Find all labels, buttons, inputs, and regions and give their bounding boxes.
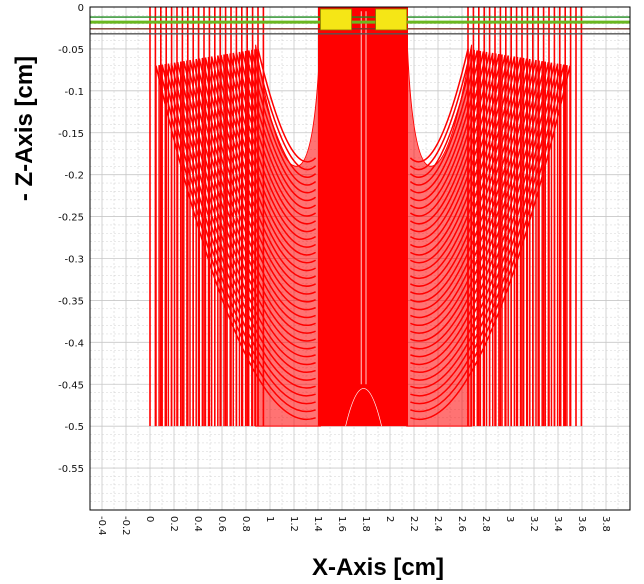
y-tick-label: -0.4 bbox=[64, 338, 84, 349]
center-bottom-arc bbox=[345, 388, 382, 427]
x-tick-label: 3.4 bbox=[552, 516, 563, 532]
x-tick-labels: -0.4 -0.2 0 0.2 0.4 0.6 0.8 1 1.2 1.4 1.6 1.8 2 2.2 2.… bbox=[96, 516, 611, 536]
x-tick-label: 0.6 bbox=[216, 516, 227, 532]
y-tick-label: -0.25 bbox=[58, 213, 84, 224]
central-field-band bbox=[318, 7, 408, 427]
x-tick-label: 2.2 bbox=[408, 516, 419, 532]
y-tick-label: -0.2 bbox=[64, 171, 84, 182]
y-tick-label: -0.15 bbox=[58, 129, 84, 140]
electrode bbox=[375, 8, 408, 31]
electrodes bbox=[319, 8, 408, 31]
x-axis-label: X-Axis [cm] bbox=[312, 554, 444, 581]
x-tick-label: 3.6 bbox=[576, 516, 587, 532]
field-shoulder-left bbox=[255, 32, 321, 427]
x-tick-label: 1 bbox=[264, 516, 275, 522]
x-tick-label: 3.8 bbox=[600, 516, 611, 532]
y-tick-label: -0.55 bbox=[58, 464, 84, 475]
x-tick-label: 1.2 bbox=[288, 516, 299, 532]
field-lines bbox=[149, 7, 583, 427]
x-tick-label: 1.8 bbox=[360, 516, 371, 532]
x-tick-label: 3 bbox=[504, 516, 515, 522]
surface-layers bbox=[90, 16, 630, 35]
x-tick-label: -0.2 bbox=[120, 516, 131, 536]
y-tick-label: -0.3 bbox=[64, 255, 84, 266]
y-tick-label: -0.1 bbox=[64, 87, 84, 98]
plot-frame bbox=[89, 6, 631, 511]
x-tick-label: 2.8 bbox=[480, 516, 491, 532]
y-tick-label: -0.5 bbox=[64, 422, 84, 433]
x-tick-label: 0 bbox=[144, 516, 155, 522]
x-tick-label: 2 bbox=[384, 516, 395, 522]
field-shoulder-right bbox=[406, 32, 473, 427]
y-tick-label: -0.35 bbox=[58, 296, 84, 307]
y-tick-label: -0.05 bbox=[58, 45, 84, 56]
x-tick-label: 1.4 bbox=[312, 516, 323, 532]
y-axis-label: - Z-Axis [cm] bbox=[11, 56, 38, 201]
x-tick-label: 3.2 bbox=[528, 516, 539, 532]
electrode bbox=[319, 8, 352, 31]
x-tick-label: 0.4 bbox=[192, 516, 203, 532]
y-tick-label: 0 bbox=[78, 3, 84, 14]
x-tick-label: 1.6 bbox=[336, 516, 347, 532]
y-tick-label: -0.45 bbox=[58, 380, 84, 391]
y-tick-labels: 0 -0.05 -0.1 -0.15 -0.2 -0.25 -0.3 -0.35 -0.4 -0.… bbox=[58, 3, 84, 475]
x-tick-label: -0.4 bbox=[96, 516, 107, 536]
x-tick-label: 0.8 bbox=[240, 516, 251, 532]
x-tick-label: 2.4 bbox=[432, 516, 443, 532]
x-tick-label: 0.2 bbox=[168, 516, 179, 532]
x-tick-label: 2.6 bbox=[456, 516, 467, 532]
